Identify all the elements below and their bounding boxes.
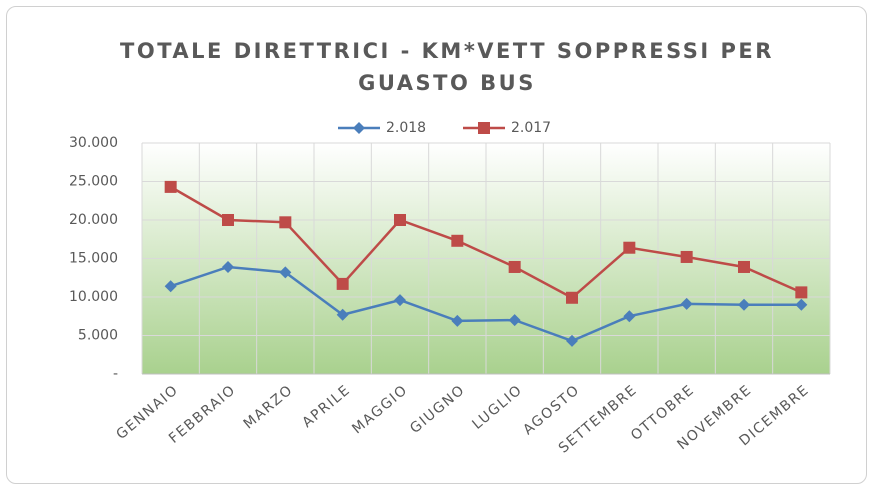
chart-title: TOTALE DIRETTRICI - KM*VETT SOPPRESSI PE… bbox=[120, 39, 774, 95]
marker bbox=[508, 260, 521, 273]
marker bbox=[394, 294, 406, 307]
marker bbox=[508, 314, 521, 327]
marker bbox=[353, 122, 365, 134]
x-tick-label: MAGGIO bbox=[349, 382, 411, 437]
marker bbox=[451, 314, 464, 327]
x-tick-label: APRILE bbox=[299, 382, 353, 431]
y-tick-label: 20.000 bbox=[69, 212, 118, 228]
y-tick-label: - bbox=[113, 366, 118, 382]
y-tick-label: 25.000 bbox=[69, 174, 118, 190]
y-tick-label: 5.000 bbox=[78, 328, 118, 344]
marker bbox=[738, 260, 750, 273]
x-tick-label: MARZO bbox=[241, 382, 297, 433]
marker bbox=[336, 277, 349, 290]
marker bbox=[279, 216, 292, 229]
marker bbox=[680, 297, 693, 310]
series-line bbox=[170, 185, 802, 300]
marker bbox=[164, 280, 177, 293]
marker bbox=[394, 214, 406, 226]
marker bbox=[279, 266, 292, 279]
x-tick-label: GIUGNO bbox=[407, 382, 468, 437]
marker bbox=[795, 298, 808, 311]
x-tick-label: LUGLIO bbox=[469, 382, 525, 433]
marker bbox=[451, 234, 464, 247]
y-tick-label: 30.000 bbox=[69, 135, 118, 151]
legend-label: 2.017 bbox=[511, 120, 551, 136]
legend-label: 2.018 bbox=[386, 120, 426, 136]
marker bbox=[738, 298, 750, 311]
marker bbox=[222, 260, 234, 273]
marker bbox=[566, 291, 578, 304]
marker bbox=[566, 334, 578, 347]
marker bbox=[623, 241, 636, 254]
marker bbox=[795, 286, 808, 299]
marker bbox=[478, 122, 490, 134]
y-tick-label: 10.000 bbox=[69, 289, 118, 305]
marker bbox=[164, 180, 177, 193]
marker bbox=[680, 250, 693, 263]
y-tick-label: 15.000 bbox=[69, 251, 118, 267]
series-line bbox=[170, 265, 802, 343]
marker bbox=[336, 308, 349, 321]
marker bbox=[222, 214, 234, 226]
marker bbox=[623, 310, 636, 323]
